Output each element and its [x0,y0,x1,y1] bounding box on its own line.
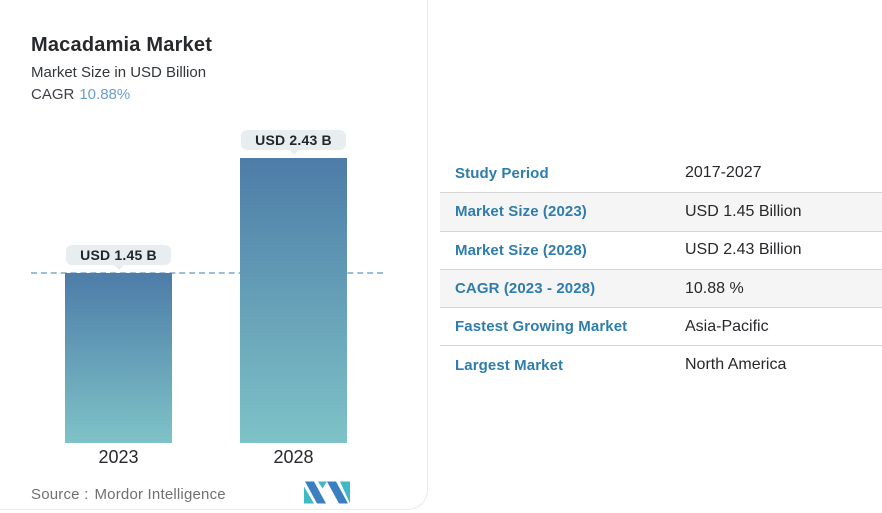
reference-dashline [31,272,383,274]
table-row: Market Size (2028) USD 2.43 Billion [440,230,882,269]
mordor-intelligence-logo-icon [304,481,350,504]
row-value: USD 1.45 Billion [685,202,802,220]
axis-label-2023: 2023 [98,447,139,467]
chart-card: Macadamia Market Market Size in USD Bill… [0,0,428,510]
chart-subtitle: Market Size in USD Billion [31,64,207,81]
table-row: CAGR (2023 - 2028) 10.88 % [440,268,882,308]
table-row: Study Period 2017-2027 [440,154,882,192]
page-title: Macadamia Market [31,34,213,56]
value-badge-2028: USD 2.43 B [241,130,346,155]
value-badge-2023: USD 1.45 B [66,245,171,270]
row-value: North America [685,356,787,374]
row-value: USD 2.43 Billion [685,241,802,259]
row-label: Largest Market [455,356,564,374]
row-label: Market Size (2028) [455,241,587,259]
bar-chart: USD 1.45 B USD 2.43 B [31,112,383,443]
bar-group-2023: USD 1.45 B [65,112,172,443]
table-row: Fastest Growing Market Asia-Pacific [440,307,882,345]
source-label: Source : [31,486,89,503]
bar-2028 [240,158,347,443]
row-label: CAGR (2023 - 2028) [455,280,596,298]
row-value: 2017-2027 [685,164,762,182]
axis-label-2028: 2028 [273,447,314,467]
cagr-line: CAGR 10.88% [31,86,130,103]
row-label: Fastest Growing Market [455,318,628,336]
table-row: Market Size (2023) USD 1.45 Billion [440,192,882,231]
source-line: Source : Mordor Intelligence [31,486,226,503]
row-value: Asia-Pacific [685,317,769,335]
cagr-label: CAGR [31,86,75,103]
bar-group-2028: USD 2.43 B [240,112,347,443]
row-label: Study Period [455,164,549,182]
row-value: 10.88 % [685,279,744,297]
cagr-value: 10.88% [79,86,131,103]
source-value: Mordor Intelligence [94,486,226,503]
row-label: Market Size (2023) [455,203,587,221]
stats-table: Study Period 2017-2027 Market Size (2023… [440,154,882,384]
table-row: Largest Market North America [440,345,882,383]
bar-2023 [65,273,172,443]
